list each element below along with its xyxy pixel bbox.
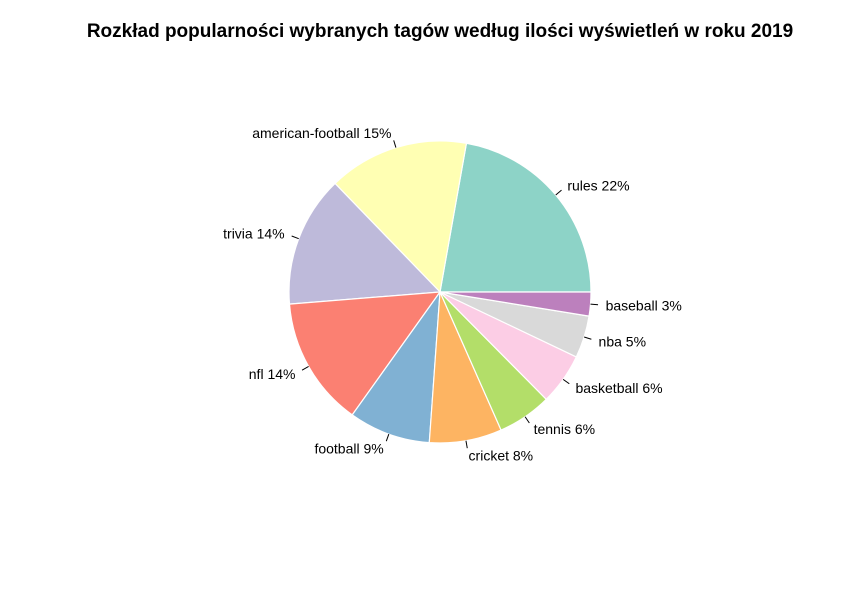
- leader-line: [590, 303, 599, 306]
- leader-line: [393, 140, 397, 148]
- pie-slice: [351, 289, 441, 444]
- slice-label: trivia 14%: [223, 225, 284, 241]
- slice-label: basketball 6%: [575, 380, 662, 396]
- slice-label: football 9%: [314, 440, 383, 456]
- pie-slices: [288, 140, 592, 444]
- slice-label: tennis 6%: [534, 421, 595, 437]
- slice-label: nba 5%: [599, 333, 646, 349]
- pie-slice: [288, 291, 442, 416]
- leader-line: [562, 378, 570, 385]
- slice-label: cricket 8%: [469, 448, 534, 464]
- pie-slice: [439, 142, 592, 293]
- leader-line: [301, 365, 309, 371]
- slice-label: rules 22%: [567, 177, 629, 193]
- slice-labels: rules 22% american-football 15% trivia 14%…: [223, 125, 682, 463]
- leader-line: [385, 433, 390, 442]
- leader-line: [465, 440, 468, 449]
- leader-lines: [291, 140, 599, 449]
- leader-line: [555, 189, 562, 196]
- slice-label: american-football 15%: [252, 125, 391, 141]
- slice-label: baseball 3%: [606, 297, 682, 313]
- leader-line: [524, 416, 530, 424]
- chart-title: Rozkład popularności wybranych tagów wed…: [87, 21, 793, 42]
- slice-label: nfl 14%: [249, 366, 296, 382]
- leader-line: [583, 336, 592, 340]
- leader-line: [291, 235, 299, 240]
